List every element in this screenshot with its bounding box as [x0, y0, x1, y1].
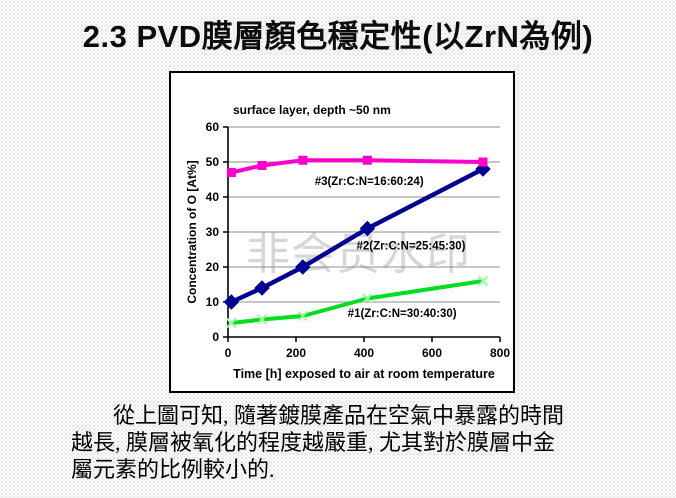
series-label-3: #3(Zr:C:N=16:60:24)	[315, 176, 424, 188]
chart-title: surface layer, depth ~50 nm	[233, 103, 391, 117]
body-line: 從上圖可知, 隨著鍍膜產品在空氣中暴露的時間	[113, 403, 565, 428]
y-tick-label: 40	[206, 190, 220, 204]
x-tick-label: 600	[422, 346, 442, 360]
x-tick-label: 800	[490, 346, 510, 360]
marker-x	[297, 310, 309, 322]
marker-x	[362, 293, 373, 304]
marker-square	[226, 168, 236, 177]
y-tick-label: 10	[206, 295, 220, 309]
body-line: 越長, 膜層被氧化的程度越嚴重, 尤其對於膜層中金	[71, 430, 556, 455]
y-axis-label: Concentration of O [At%]	[185, 160, 199, 304]
x-tick-label: 200	[286, 346, 306, 360]
marker-x	[477, 275, 489, 287]
x-tick-label: 400	[354, 346, 374, 360]
marker-diamond	[359, 220, 376, 237]
y-tick-label: 30	[206, 225, 220, 239]
marker-square	[257, 161, 267, 170]
marker-diamond	[223, 294, 240, 310]
watermark-text: 非会员水印	[246, 230, 471, 279]
series-label-1: #1(Zr:C:N=30:40:30)	[348, 308, 457, 320]
marker-x	[226, 317, 237, 329]
series-line-2	[230, 166, 485, 305]
page-title: 2.3 PVD膜層顏色穩定性(以ZrN為例)	[82, 19, 594, 54]
chart-figure: 非会员水印 0 10 20 30 40 50 60 0 200 400 600 800 #1(Zr:C:…	[169, 71, 515, 393]
body-line: 屬元素的比例較小的.	[71, 457, 275, 482]
y-tick-label: 50	[206, 155, 220, 169]
x-axis-label: Time [h] exposed to air at room temperat…	[233, 367, 495, 381]
x-tick-label: 0	[225, 346, 232, 360]
marker-square	[478, 157, 488, 167]
marker-x	[256, 314, 268, 325]
y-tick-label: 60	[206, 120, 220, 134]
body-paragraph: 從上圖可知, 隨著鍍膜產品在空氣中暴露的時間 越長, 膜層被氧化的程度越嚴重, …	[71, 402, 616, 483]
series-label-2: #2(Zr:C:N=25:45:30)	[357, 241, 466, 253]
marker-diamond	[254, 280, 270, 296]
y-tick-label: 20	[206, 260, 220, 274]
marker-square	[362, 155, 372, 165]
y-tick-label: 0	[212, 330, 219, 344]
marker-square	[298, 155, 308, 165]
